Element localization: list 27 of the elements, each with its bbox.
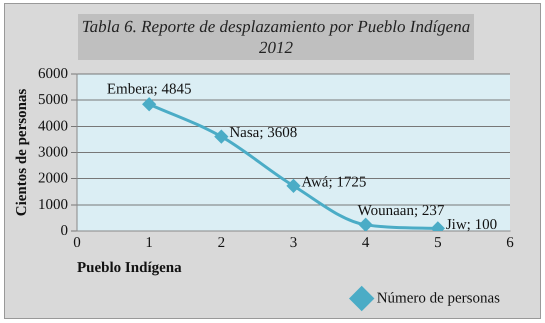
data-label: Embera; 4845: [106, 82, 192, 98]
point: [287, 179, 300, 192]
y-tick-label: 2000: [38, 170, 68, 187]
point: [214, 130, 228, 144]
data-label: Wounaan; 237: [358, 203, 445, 220]
x-tick-label: 1: [145, 234, 153, 251]
x-axis-title: Pueblo Indígena: [77, 260, 182, 276]
y-tick-label: 1000: [38, 196, 68, 213]
y-tick-label: 0: [60, 222, 68, 239]
y-tick-label: 3000: [38, 144, 68, 160]
point: [142, 98, 156, 111]
x-tick-label: 6: [506, 234, 514, 251]
data-label: Awá; 1725: [302, 174, 366, 190]
x-tick-label: 4: [362, 234, 370, 251]
x-tick-label: 3: [290, 234, 298, 251]
y-tick-label: 4000: [38, 118, 68, 134]
chart-title: Tabla 6. Reporte de desplazamiento por Pueblo Indígena 2012: [78, 14, 474, 60]
x-tick-label: 0: [73, 234, 81, 251]
y-axis-title: Cientos de personas: [14, 88, 30, 216]
data-label: Jiw; 100: [446, 216, 498, 233]
y-tick-label: 5000: [38, 92, 68, 108]
x-tick-label: 5: [434, 234, 442, 251]
y-tick-label: 6000: [38, 66, 68, 82]
legend-label: Número de personas: [376, 290, 500, 306]
x-tick-label: 2: [218, 234, 226, 251]
data-label: Nasa; 3608: [229, 125, 298, 142]
point: [359, 218, 372, 231]
